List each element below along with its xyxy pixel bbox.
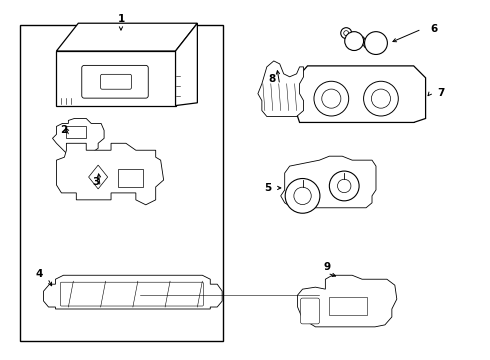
Bar (20, 25, 223, 341)
Polygon shape (295, 66, 426, 122)
Bar (66, 126, 86, 138)
Polygon shape (258, 61, 303, 117)
Polygon shape (89, 165, 108, 189)
Text: 8: 8 (268, 74, 275, 84)
Bar (329, 297, 367, 315)
Circle shape (338, 179, 351, 193)
Text: 3: 3 (93, 177, 100, 187)
Circle shape (322, 89, 341, 108)
Polygon shape (56, 51, 175, 105)
Text: 7: 7 (437, 88, 444, 98)
Polygon shape (56, 143, 164, 205)
Circle shape (345, 32, 364, 50)
Polygon shape (281, 156, 376, 208)
Polygon shape (52, 118, 104, 153)
FancyBboxPatch shape (82, 66, 148, 98)
FancyBboxPatch shape (300, 298, 319, 324)
Circle shape (364, 81, 398, 116)
Circle shape (285, 179, 320, 213)
Bar (118, 169, 143, 187)
FancyBboxPatch shape (100, 74, 131, 89)
Circle shape (365, 32, 388, 54)
Circle shape (294, 187, 311, 204)
Text: 2: 2 (60, 125, 67, 135)
Polygon shape (56, 23, 197, 51)
Circle shape (371, 89, 391, 108)
Text: 4: 4 (36, 269, 43, 279)
Polygon shape (297, 275, 397, 327)
Circle shape (314, 81, 349, 116)
Circle shape (329, 171, 359, 201)
Text: 9: 9 (324, 262, 331, 272)
Polygon shape (44, 275, 222, 309)
Polygon shape (175, 23, 197, 105)
Text: 6: 6 (430, 24, 437, 34)
Text: 1: 1 (117, 14, 124, 24)
Text: 5: 5 (264, 183, 271, 193)
